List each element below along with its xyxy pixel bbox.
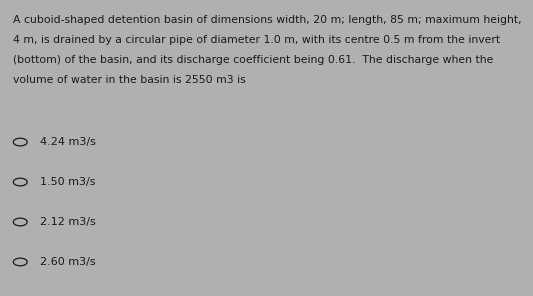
- Text: 2.60 m3/s: 2.60 m3/s: [40, 257, 95, 267]
- Text: (bottom) of the basin, and its discharge coefficient being 0.61.  The discharge : (bottom) of the basin, and its discharge…: [13, 55, 494, 65]
- Text: A cuboid-shaped detention basin of dimensions width, 20 m; length, 85 m; maximum: A cuboid-shaped detention basin of dimen…: [13, 15, 522, 25]
- Text: volume of water in the basin is 2550 m3 is: volume of water in the basin is 2550 m3 …: [13, 75, 246, 85]
- Text: 2.12 m3/s: 2.12 m3/s: [40, 217, 96, 227]
- Text: 4.24 m3/s: 4.24 m3/s: [40, 137, 96, 147]
- Text: 1.50 m3/s: 1.50 m3/s: [40, 177, 95, 187]
- Text: 4 m, is drained by a circular pipe of diameter 1.0 m, with its centre 0.5 m from: 4 m, is drained by a circular pipe of di…: [13, 35, 500, 45]
